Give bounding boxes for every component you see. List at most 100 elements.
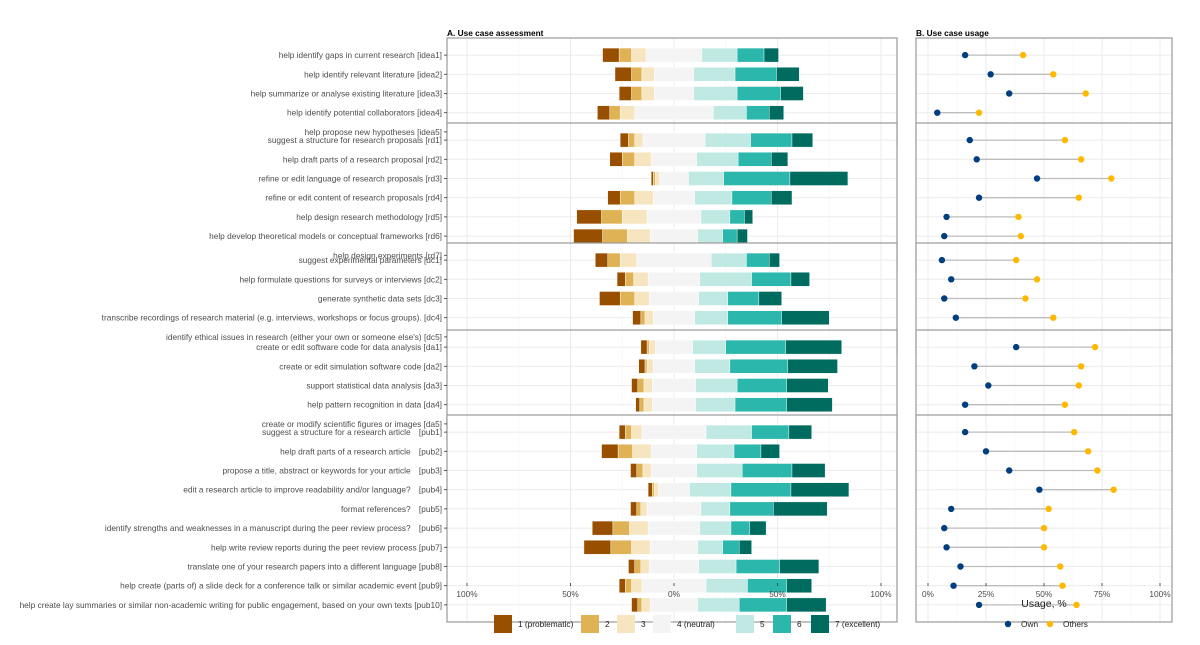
bar-segment-level-2 <box>619 291 635 306</box>
bar-segment-level-1 <box>583 540 612 555</box>
bar-segment-level-2 <box>625 272 634 287</box>
bar-segment-level-4 <box>654 86 694 101</box>
bar-segment-level-6 <box>734 67 777 82</box>
point-others <box>1040 544 1048 551</box>
legend-label: 2 <box>605 619 610 629</box>
bar-segment-level-6 <box>729 359 789 374</box>
bar-segment-level-3 <box>641 86 655 101</box>
point-own <box>975 194 983 201</box>
bar-segment-level-5 <box>701 47 738 63</box>
bar-segment-level-3 <box>631 540 651 555</box>
bar-segment-level-1 <box>618 424 626 440</box>
bar-segment-level-7 <box>749 520 767 536</box>
row-label: help draft parts of a research proposal … <box>283 154 442 164</box>
legend-label: Others <box>1063 619 1088 629</box>
legend-label: 6 <box>797 619 802 629</box>
bar-segment-level-7 <box>769 252 780 268</box>
panel-b-title: B. Use case usage <box>916 28 989 38</box>
bar-segment-level-7 <box>790 482 850 497</box>
bar-segment-level-5 <box>699 520 732 536</box>
bar-segment-level-4 <box>648 291 700 306</box>
row-label: help draft parts of a research article [… <box>280 446 442 456</box>
point-own <box>973 156 980 163</box>
point-others <box>1022 295 1029 302</box>
bar-segment-level-5 <box>696 463 743 478</box>
row-label: refine or edit content of research propo… <box>265 193 442 203</box>
bar-segment-level-3 <box>622 209 648 225</box>
bar-segment-level-3 <box>640 501 648 517</box>
bar-segment-level-5 <box>698 291 729 306</box>
bar-segment-level-3 <box>631 424 643 440</box>
point-others <box>1073 601 1080 609</box>
bar-segment-level-4 <box>641 424 707 440</box>
bar-segment-level-7 <box>791 463 826 478</box>
legend-label: 5 <box>760 619 765 629</box>
legend-swatch-level-7 <box>811 615 829 633</box>
bar-segment-level-2 <box>637 378 645 393</box>
bar-segment-level-1 <box>618 578 626 593</box>
panel-frame <box>446 414 898 623</box>
bar-segment-level-5 <box>713 105 747 120</box>
bar-segment-level-6 <box>735 559 780 574</box>
row-label: help propose new hypotheses [idea5] <box>305 127 442 137</box>
bar-segment-level-4 <box>649 228 699 244</box>
bar-segment-level-6 <box>722 228 738 244</box>
bar-segment-level-6 <box>736 86 781 101</box>
bar-segment-level-6 <box>722 540 740 555</box>
bar-segment-level-2 <box>640 310 646 325</box>
bar-segment-level-5 <box>711 252 747 268</box>
bar-segment-level-2 <box>644 359 648 374</box>
bar-segment-level-4 <box>654 67 694 82</box>
bar-segment-level-3 <box>640 559 650 574</box>
legend-marker-others <box>1046 620 1054 628</box>
bar-segment-level-3 <box>634 291 650 306</box>
bar-segment-level-5 <box>699 272 752 287</box>
row-label: create or edit software code for data an… <box>256 342 442 352</box>
bar-segment-level-3 <box>641 67 655 82</box>
point-others <box>1075 194 1083 201</box>
bar-segment-level-6 <box>733 444 762 459</box>
panel-b-facet-pub <box>915 414 1173 623</box>
point-own <box>966 136 973 144</box>
row-label: support statistical data analysis [da3] <box>306 381 442 391</box>
point-own <box>943 213 950 221</box>
bar-segment-level-4 <box>645 47 703 63</box>
point-own <box>943 544 950 551</box>
row-label: help identify gaps in current research [… <box>279 50 442 60</box>
bar-segment-level-3 <box>633 272 649 287</box>
point-own <box>948 505 955 513</box>
bar-segment-level-7 <box>773 501 828 517</box>
row-label: help create lay summaries or similar non… <box>20 600 442 610</box>
row-label: help formulate questions for surveys or … <box>240 274 442 284</box>
bar-segment-level-6 <box>746 105 770 120</box>
point-others <box>1108 175 1115 182</box>
bar-segment-level-5 <box>696 444 735 459</box>
bar-segment-level-2 <box>653 171 656 186</box>
row-label: identify ethical issues in research (eit… <box>166 332 442 342</box>
bar-segment-level-2 <box>639 397 645 412</box>
bar-segment-level-4 <box>658 482 690 497</box>
bar-segment-level-7 <box>786 597 827 613</box>
point-others <box>1059 582 1066 589</box>
legend-label: 7 (excellent) <box>835 619 880 629</box>
point-own <box>941 524 948 532</box>
bar-segment-level-1 <box>607 190 621 205</box>
bar-segment-level-7 <box>785 339 842 355</box>
legend-marker-own <box>1004 620 1012 628</box>
point-others <box>1061 401 1069 408</box>
bar-segment-level-1 <box>632 310 642 325</box>
point-others <box>1070 428 1078 436</box>
point-own <box>961 401 969 408</box>
bar-segment-level-5 <box>688 171 724 186</box>
bar-segment-level-1 <box>630 463 637 478</box>
row-label: transcribe recordings of research materi… <box>102 313 442 323</box>
point-others <box>1077 363 1085 370</box>
bar-segment-level-2 <box>637 597 643 613</box>
row-label: translate one of your research papers in… <box>188 562 442 572</box>
bar-segment-level-3 <box>642 463 652 478</box>
bar-segment-level-1 <box>635 397 641 412</box>
bar-segment-level-3 <box>631 578 643 593</box>
row-label: create or modify scientific figures or i… <box>262 419 442 429</box>
bar-segment-level-4 <box>651 152 697 167</box>
bar-segment-level-4 <box>653 359 695 374</box>
